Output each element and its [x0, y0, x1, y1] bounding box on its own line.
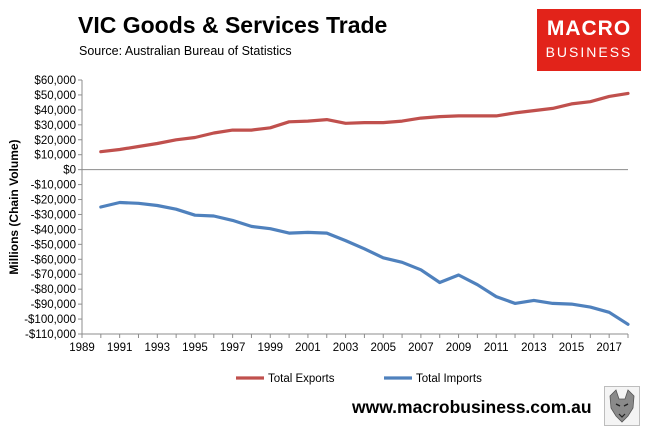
y-tick-label: -$40,000 [31, 224, 76, 236]
x-tick-label: 1995 [182, 342, 208, 354]
x-tick-label: 1989 [69, 342, 95, 354]
y-tick-label: -$60,000 [31, 254, 76, 266]
x-tick-label: 2007 [408, 342, 434, 354]
y-tick-label: $0 [63, 165, 76, 177]
y-tick-label: $20,000 [34, 135, 76, 147]
legend-label: Total Exports [268, 373, 335, 385]
x-tick-label: 1993 [145, 342, 171, 354]
wolf-logo-icon [604, 386, 640, 426]
x-tick-label: 1997 [220, 342, 246, 354]
y-tick-label: -$80,000 [31, 284, 76, 296]
logo-line-2: BUSINESS [545, 44, 633, 60]
y-tick-label: -$20,000 [31, 195, 76, 207]
x-tick-label: 2005 [370, 342, 396, 354]
macrobusiness-logo: MACRO BUSINESS [537, 9, 641, 71]
x-tick-label: 2009 [446, 342, 472, 354]
y-tick-label: $40,000 [34, 105, 76, 117]
y-tick-label: -$70,000 [31, 269, 76, 281]
y-tick-label: $30,000 [34, 120, 76, 132]
x-tick-label: 2003 [333, 342, 359, 354]
x-tick-label: 2017 [596, 342, 622, 354]
y-axis-title: Millions (Chain Volume) [7, 139, 21, 274]
x-tick-label: 2015 [559, 342, 585, 354]
y-tick-label: -$110,000 [25, 329, 76, 341]
y-tick-label: $50,000 [34, 90, 76, 102]
x-tick-label: 1991 [107, 342, 133, 354]
y-tick-label: $10,000 [34, 150, 76, 162]
y-tick-label: -$30,000 [31, 209, 76, 221]
legend-label: Total Imports [416, 373, 482, 385]
series-line-total-imports [99, 200, 630, 326]
y-tick-label: $60,000 [34, 75, 76, 87]
y-tick-label: -$90,000 [31, 299, 76, 311]
y-tick-label: -$10,000 [31, 180, 76, 192]
logo-line-1: MACRO [546, 17, 632, 40]
chart-title: VIC Goods & Services Trade [78, 12, 388, 38]
x-tick-label: 2001 [295, 342, 321, 354]
x-tick-label: 1999 [257, 342, 283, 354]
y-tick-label: -$50,000 [31, 239, 76, 251]
source-note: Source: Australian Bureau of Statistics [79, 44, 292, 58]
y-tick-label: -$100,000 [24, 314, 76, 326]
series-line-total-exports [99, 91, 630, 154]
website-url: www.macrobusiness.com.au [352, 397, 592, 417]
x-tick-label: 2011 [484, 342, 509, 354]
x-tick-label: 2013 [521, 342, 547, 354]
